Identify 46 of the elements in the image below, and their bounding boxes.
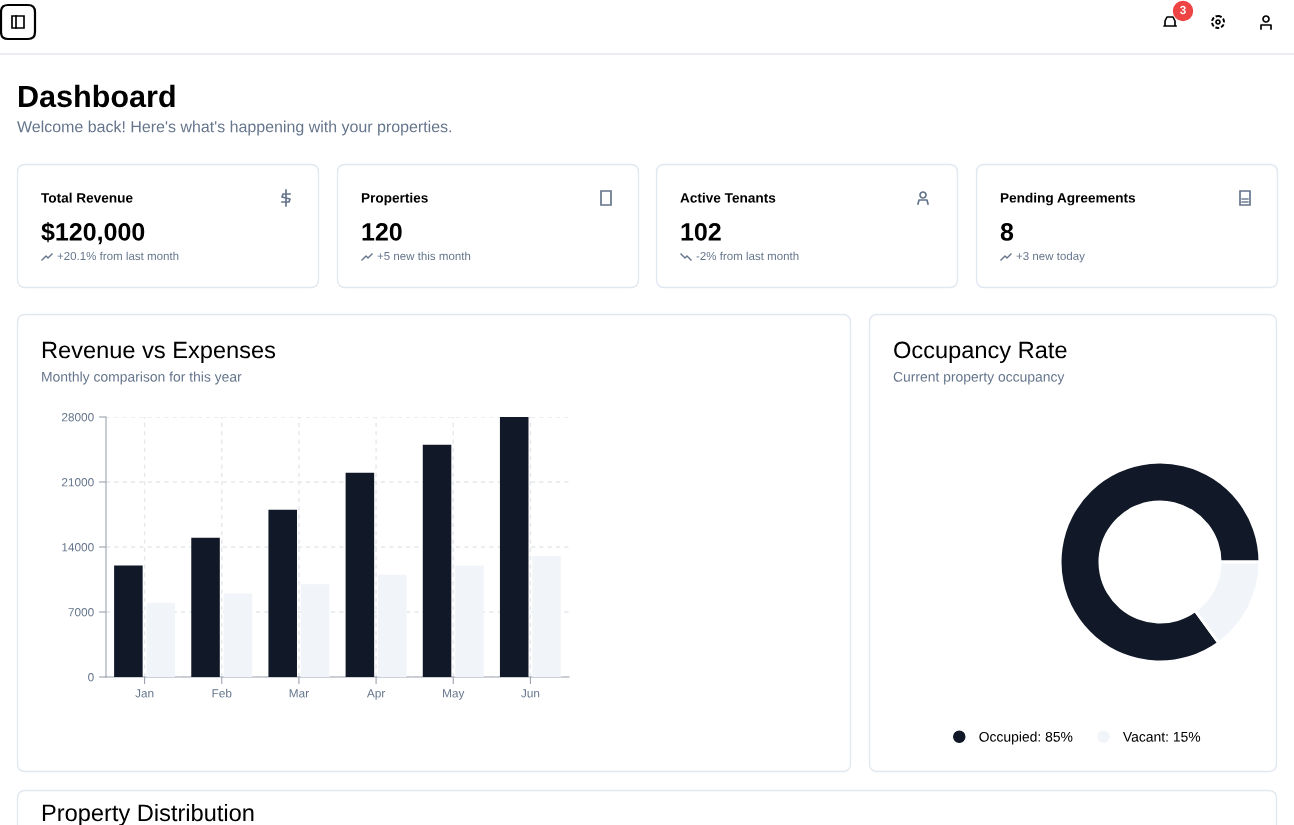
bar	[223, 593, 253, 677]
text: 120	[362, 223, 402, 241]
x-tick-label: Feb	[212, 688, 232, 698]
bar	[146, 602, 176, 677]
text: Pending Agreements	[1000, 192, 1136, 206]
x-tick-label: Jan	[135, 689, 154, 698]
text: +3 new today	[1016, 251, 1085, 263]
text: $120,000	[41, 221, 145, 245]
y-tick-label: 21000	[61, 478, 94, 487]
text: Property Distribution	[42, 803, 254, 825]
bar	[455, 565, 484, 677]
chart-subtitle: Current property occupancy	[893, 371, 1065, 385]
chart-title: Occupancy Rate	[894, 341, 1067, 363]
legend-label: Vacant: 15%	[1122, 731, 1201, 742]
text: Dashboard	[19, 84, 175, 108]
y-tick-label: 14000	[62, 543, 94, 552]
bar	[499, 417, 529, 677]
x-tick-label: Mar	[289, 689, 309, 698]
text: Welcome back! Here's what's happening with your properties.	[17, 120, 452, 136]
bar	[300, 584, 330, 677]
bar	[191, 537, 220, 677]
y-tick-label: 0	[88, 673, 94, 682]
bar	[114, 565, 143, 677]
text: Active Tenants	[680, 192, 776, 203]
text: Properties	[361, 192, 428, 206]
text: -2% from last month	[696, 251, 799, 261]
x-tick-label: Jun	[521, 689, 540, 698]
text: 3	[1179, 5, 1186, 15]
chart-title: Revenue vs Expenses	[42, 341, 276, 363]
bar	[378, 574, 407, 677]
bar	[345, 472, 375, 677]
bar	[422, 444, 452, 677]
y-tick-label: 7000	[68, 608, 94, 617]
legend-label: Occupied: 85%	[979, 731, 1073, 745]
y-tick-label: 28000	[61, 413, 94, 422]
text: 102	[681, 223, 721, 241]
x-tick-label: Apr	[366, 689, 386, 700]
donut-slice	[1058, 460, 1262, 664]
bar	[532, 556, 561, 677]
text: +20.1% from last month	[57, 251, 179, 261]
chart-subtitle: Monthly comparison for this year	[42, 371, 242, 385]
text: 8	[1000, 223, 1014, 241]
text: +5 new this month	[377, 251, 471, 261]
text: Total Revenue	[41, 192, 133, 203]
bar	[268, 509, 297, 677]
x-tick-label: May	[443, 689, 465, 700]
